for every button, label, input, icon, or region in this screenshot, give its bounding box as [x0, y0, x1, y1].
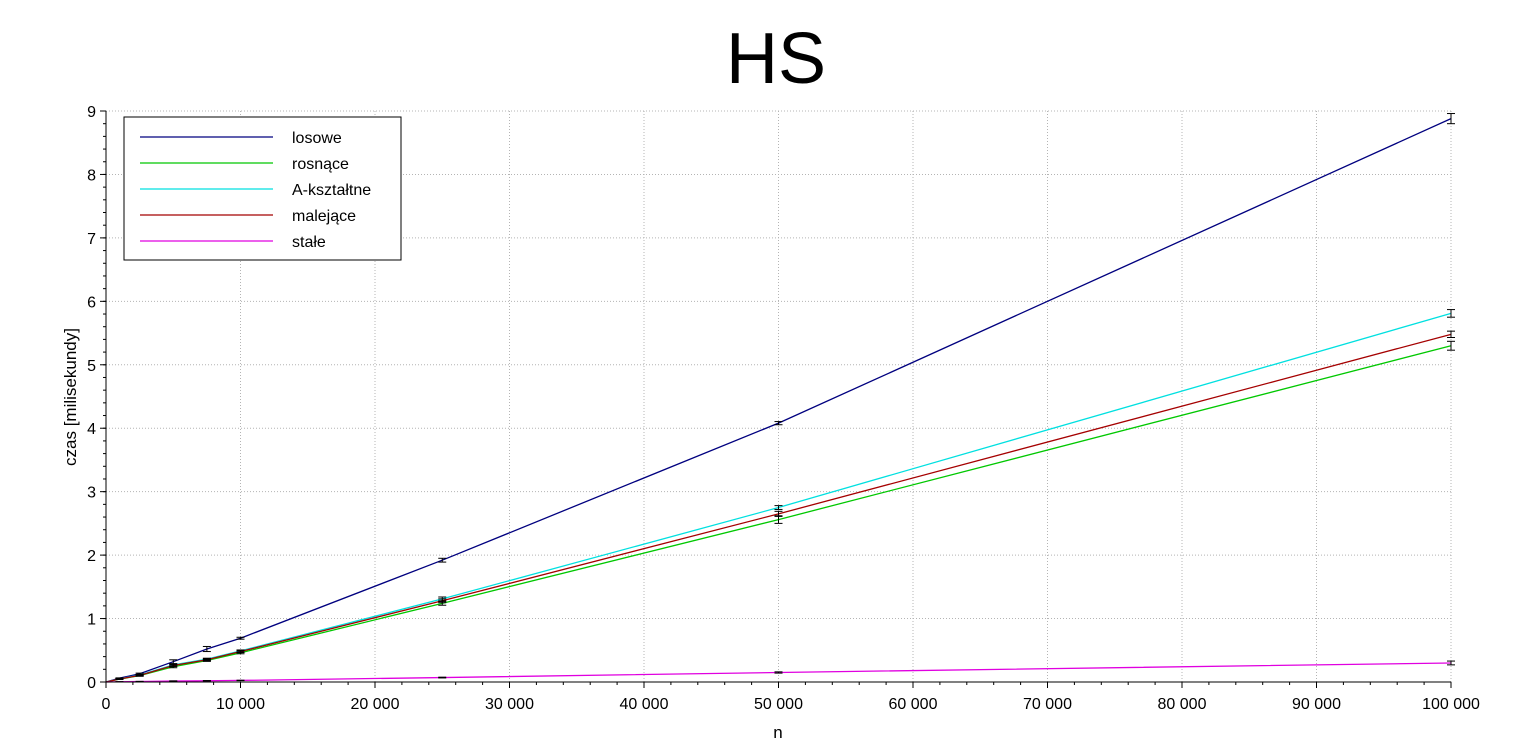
x-tick-label: 30 000 [485, 696, 534, 713]
x-tick-label: 90 000 [1292, 696, 1341, 713]
errorbar [1447, 340, 1455, 351]
errorbar [774, 671, 783, 674]
series-line-3 [105, 312, 1452, 683]
y-tick-label: 6 [87, 294, 96, 311]
errorbar [1447, 330, 1455, 338]
x-tick-label: 60 000 [889, 696, 938, 713]
chart-title: HS [725, 19, 827, 99]
legend-label-2: rosnące [292, 156, 349, 173]
x-tick-label: 0 [102, 696, 111, 713]
errorbar [115, 678, 124, 680]
axes: 0 10 000 20 000 30 000 40 000 50 000 60 000 70 … [87, 104, 1480, 713]
y-tick-label: 7 [87, 231, 96, 248]
legend-label-5: stałe [292, 234, 326, 251]
errorbar [774, 510, 783, 517]
y-tick-label: 3 [87, 485, 96, 502]
y-tick-label: 4 [87, 421, 96, 438]
errorbar [774, 421, 783, 426]
x-tick-label: 70 000 [1023, 696, 1072, 713]
y-tick-label: 1 [87, 612, 96, 629]
errorbar [438, 557, 447, 563]
errorbar [236, 636, 245, 640]
x-tick-label: 40 000 [620, 696, 669, 713]
errorbar [236, 650, 245, 653]
y-axis-label: czas [milisekundy] [61, 328, 80, 466]
errorbar [169, 664, 178, 667]
x-tick-label: 10 000 [216, 696, 265, 713]
x-tick-label: 20 000 [351, 696, 400, 713]
errorbar [774, 515, 783, 524]
legend-label-3: A-kształtne [292, 182, 371, 199]
x-tick-label: 80 000 [1158, 696, 1207, 713]
errorbar [438, 676, 447, 679]
y-tick-label: 9 [87, 104, 96, 121]
legend-label-4: malejące [292, 208, 356, 225]
grid [106, 110, 1452, 682]
x-axis-label: n [773, 723, 782, 742]
errorbar [1447, 660, 1455, 666]
errorbar [202, 658, 211, 662]
y-tick-label: 0 [87, 675, 96, 692]
y-tick-label: 2 [87, 548, 96, 565]
x-tick-label: 50 000 [754, 696, 803, 713]
y-tick-label: 8 [87, 167, 96, 184]
x-tick-label: 100 000 [1422, 696, 1480, 713]
legend-label-1: losowe [292, 130, 342, 147]
errorbar [1447, 309, 1455, 318]
legend: losowe rosnące A-kształtne malejące stałe [123, 116, 402, 261]
errorbar [438, 598, 447, 604]
errorbar [202, 645, 211, 653]
errorbar-layer [115, 113, 1455, 683]
y-tick-label: 5 [87, 358, 96, 375]
errorbar [1447, 113, 1455, 125]
errorbar [135, 674, 144, 677]
errorbar [774, 505, 783, 510]
